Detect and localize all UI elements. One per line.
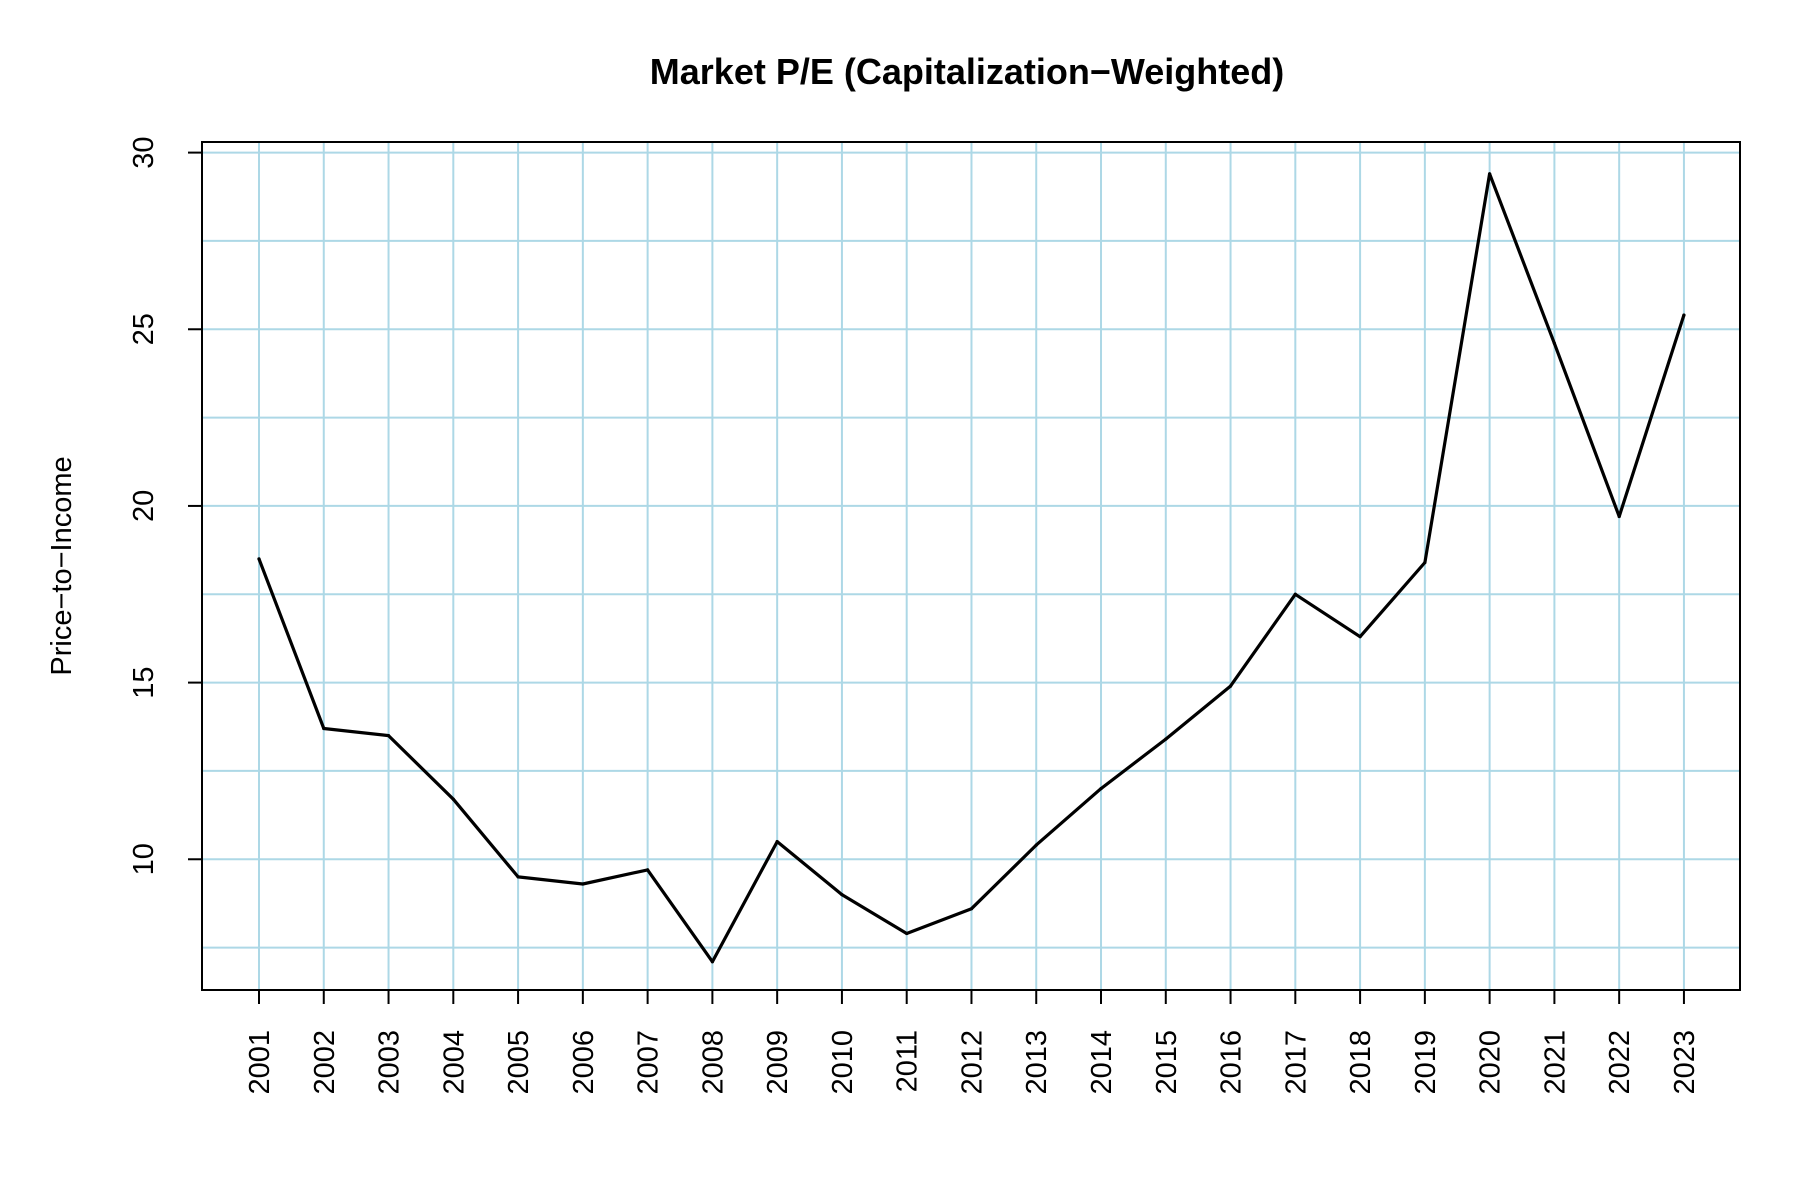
x-tick-label: 2018 bbox=[1345, 1030, 1377, 1095]
x-tick-label: 2022 bbox=[1604, 1030, 1636, 1095]
y-axis-label: Price−to−Income bbox=[46, 456, 78, 675]
y-tick-label: 25 bbox=[128, 313, 160, 345]
x-tick-label: 2017 bbox=[1280, 1030, 1312, 1095]
x-tick-label: 2020 bbox=[1475, 1030, 1507, 1095]
data-point bbox=[1682, 313, 1686, 317]
x-tick-label: 2012 bbox=[956, 1030, 988, 1095]
data-point bbox=[1617, 514, 1621, 519]
y-tick-label: 20 bbox=[128, 490, 160, 522]
x-tick-label: 2015 bbox=[1151, 1030, 1183, 1095]
chart-title: Market P/E (Capitalization−Weighted) bbox=[650, 51, 1284, 92]
x-tick-label: 2013 bbox=[1021, 1030, 1053, 1095]
x-tick-label: 2016 bbox=[1216, 1030, 1248, 1095]
x-axis: 2001 2002 2003 2004 2005 2006 2007 2008 2009 2010… bbox=[244, 990, 1701, 1095]
x-tick-label: 2023 bbox=[1669, 1030, 1701, 1095]
data-points bbox=[257, 172, 1686, 964]
data-point bbox=[1099, 787, 1103, 791]
data-point bbox=[775, 840, 779, 844]
x-tick-label: 2011 bbox=[892, 1030, 924, 1092]
data-point bbox=[905, 931, 909, 936]
x-tick-label: 2010 bbox=[827, 1030, 859, 1095]
x-tick-label: 2014 bbox=[1086, 1030, 1118, 1095]
data-point bbox=[257, 557, 261, 561]
x-tick-label: 2004 bbox=[438, 1030, 470, 1095]
y-tick-label: 10 bbox=[128, 843, 160, 875]
y-tick-label: 30 bbox=[128, 136, 160, 168]
data-point bbox=[1293, 592, 1297, 596]
data-point bbox=[1228, 684, 1233, 688]
data-point bbox=[646, 868, 650, 872]
x-tick-label: 2008 bbox=[697, 1030, 729, 1095]
data-point bbox=[516, 875, 520, 879]
data-point bbox=[969, 907, 974, 911]
x-tick-label: 2021 bbox=[1539, 1030, 1571, 1095]
y-axis: 10 15 20 25 30 bbox=[128, 136, 202, 875]
data-point bbox=[840, 893, 844, 897]
data-point bbox=[581, 882, 585, 886]
data-point bbox=[1488, 172, 1492, 176]
data-point bbox=[1164, 737, 1168, 741]
x-tick-label: 2005 bbox=[503, 1030, 535, 1095]
x-tick-label: 2009 bbox=[762, 1030, 794, 1095]
x-tick-label: 2003 bbox=[374, 1030, 406, 1095]
x-tick-label: 2001 bbox=[244, 1030, 276, 1095]
data-point bbox=[322, 726, 326, 731]
data-point bbox=[451, 797, 455, 801]
data-point bbox=[710, 960, 714, 964]
data-point bbox=[1423, 560, 1427, 565]
data-point bbox=[1358, 635, 1362, 639]
x-tick-label: 2007 bbox=[633, 1030, 665, 1095]
x-tick-label: 2002 bbox=[309, 1030, 341, 1095]
x-tick-label: 2006 bbox=[568, 1030, 600, 1095]
grid bbox=[202, 142, 1740, 990]
y-tick-label: 15 bbox=[128, 666, 160, 698]
x-tick-label: 2019 bbox=[1410, 1030, 1442, 1095]
data-point bbox=[1552, 341, 1556, 345]
data-point bbox=[1034, 843, 1038, 847]
data-point bbox=[386, 734, 391, 738]
